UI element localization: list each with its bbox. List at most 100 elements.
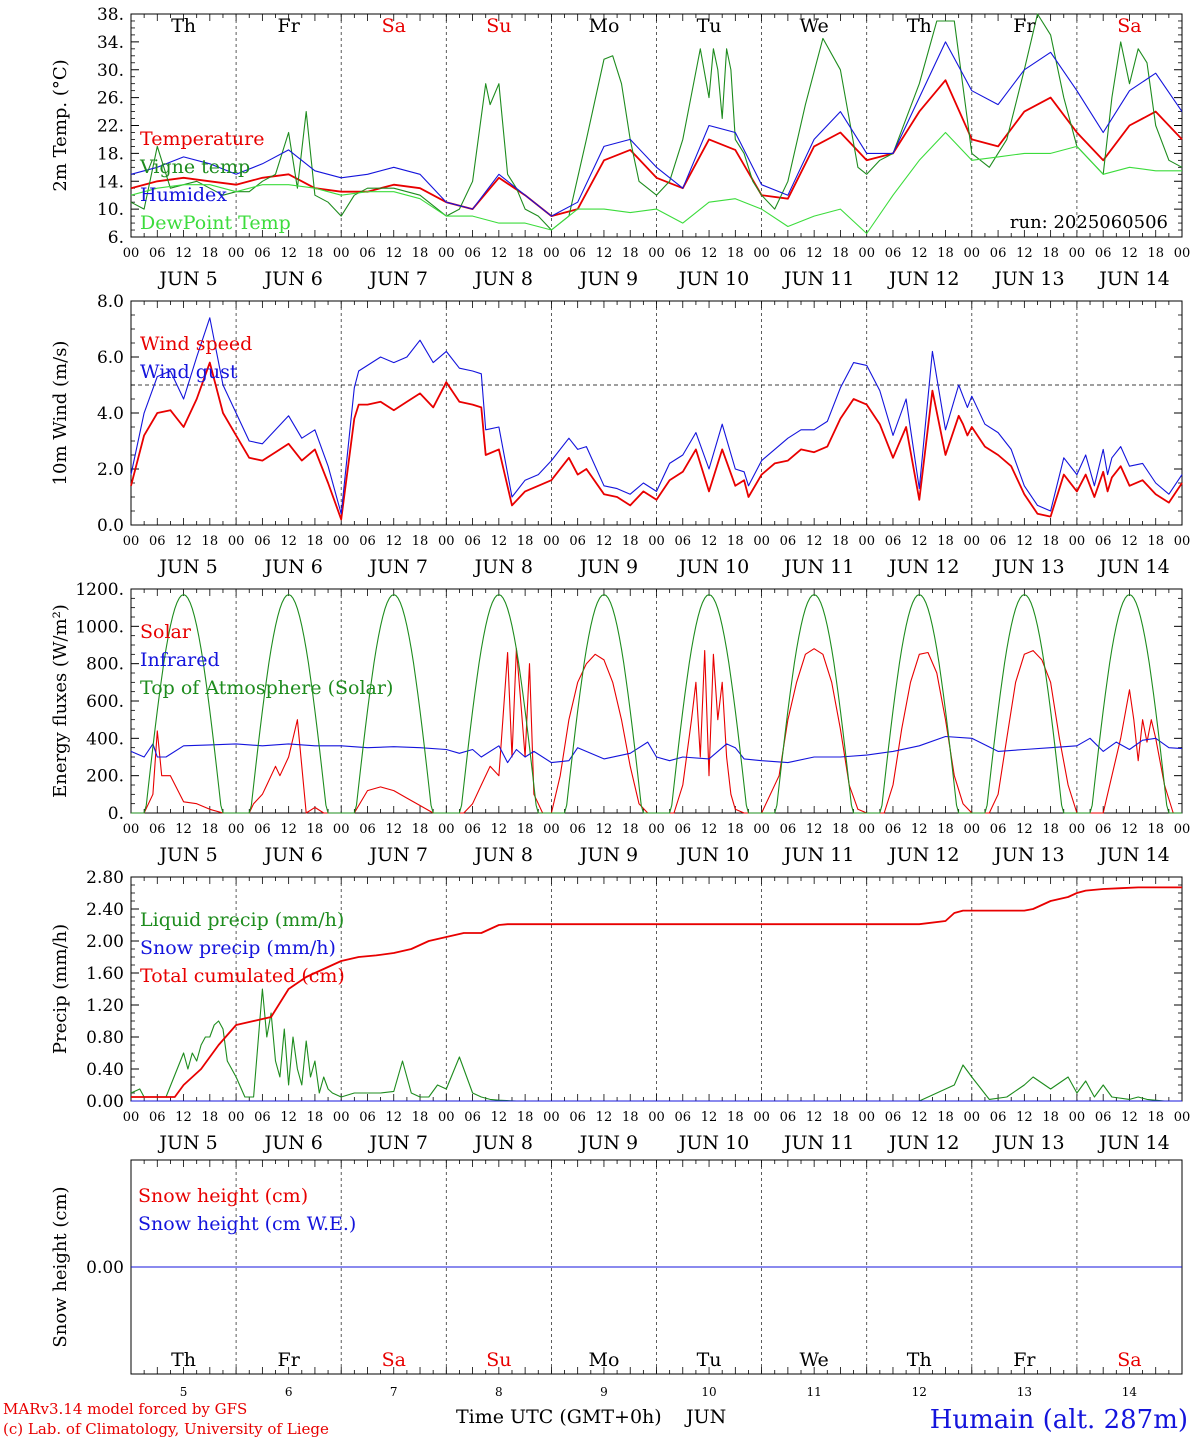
hour-label: 06 xyxy=(885,822,902,837)
hour-label: 00 xyxy=(648,1110,665,1125)
hour-label: 00 xyxy=(333,1110,350,1125)
temp-series-temperature xyxy=(130,79,1183,218)
hour-label: 00 xyxy=(543,246,560,261)
hour-label: 18 xyxy=(622,534,639,549)
hour-label: 12 xyxy=(385,822,402,837)
hour-label: 12 xyxy=(701,246,718,261)
hour-label: 12 xyxy=(280,534,297,549)
hour-label: 06 xyxy=(885,246,902,261)
hour-label: 12 xyxy=(175,534,192,549)
run-label: run: 2025060506 xyxy=(1010,212,1168,233)
hour-label: 12 xyxy=(596,822,613,837)
y-tick-label: 0.80 xyxy=(86,1028,124,1048)
hour-label: 18 xyxy=(1042,246,1059,261)
credit-model: MARv3.14 model forced by GFS xyxy=(3,1400,247,1418)
x-axis-month: JUN xyxy=(684,1406,726,1428)
date-label: JUN 8 xyxy=(473,556,533,578)
energy-y-axis-label: Energy fluxes (W/m²) xyxy=(50,604,71,798)
hour-label: 06 xyxy=(254,246,271,261)
hour-label: 00 xyxy=(333,822,350,837)
hour-label: 18 xyxy=(1147,246,1164,261)
hour-label: 12 xyxy=(1121,246,1138,261)
date-label: JUN 9 xyxy=(578,1132,638,1154)
hour-label: 00 xyxy=(1069,534,1086,549)
hour-label: 06 xyxy=(569,1110,586,1125)
y-tick-label: 18. xyxy=(97,144,124,164)
hour-label: 00 xyxy=(228,1110,245,1125)
y-tick-label: 1000. xyxy=(75,617,124,637)
date-label: JUN 6 xyxy=(262,268,322,290)
legend-entry: Temperature xyxy=(140,128,264,150)
hour-label: 18 xyxy=(307,1110,324,1125)
y-tick-label: 0.00 xyxy=(86,1092,124,1112)
y-tick-label: 1.60 xyxy=(86,964,124,984)
hour-label: 12 xyxy=(280,1110,297,1125)
hour-label: 06 xyxy=(675,246,692,261)
y-tick-label: 0.00 xyxy=(86,1258,124,1278)
hour-label: 12 xyxy=(1121,822,1138,837)
date-label: JUN 13 xyxy=(992,556,1064,578)
snow-y-axis-label: Snow height (cm) xyxy=(50,1186,71,1347)
hour-label: 18 xyxy=(832,246,849,261)
date-label: JUN 11 xyxy=(782,268,854,290)
day-of-week-label: Fr xyxy=(1013,15,1036,37)
y-tick-label: 2.40 xyxy=(86,900,124,920)
hour-label: 00 xyxy=(648,246,665,261)
hour-label: 12 xyxy=(911,246,928,261)
hour-label: 00 xyxy=(858,534,875,549)
hour-label: 00 xyxy=(753,822,770,837)
wind-series-wind-gust xyxy=(130,317,1183,515)
hour-label: 18 xyxy=(832,534,849,549)
day-of-week-label: Sa xyxy=(1117,15,1141,37)
hour-label: 06 xyxy=(149,246,166,261)
day-of-week-label: Th xyxy=(907,15,932,37)
hour-label: 12 xyxy=(1016,246,1033,261)
hour-label: 00 xyxy=(438,822,455,837)
hour-label: 00 xyxy=(753,246,770,261)
hour-label: 06 xyxy=(885,1110,902,1125)
hour-label: 06 xyxy=(464,534,481,549)
hour-label: 18 xyxy=(937,534,954,549)
date-label: JUN 9 xyxy=(578,556,638,578)
hour-label: 00 xyxy=(964,1110,981,1125)
hour-label: 00 xyxy=(1174,822,1191,837)
hour-label: 12 xyxy=(1016,1110,1033,1125)
hour-label: 00 xyxy=(123,246,140,261)
snow-panel: 0.00 Snow height (cm) Snow height (cm) Snow… xyxy=(50,1159,1183,1399)
hour-label: 00 xyxy=(648,822,665,837)
date-label: JUN 6 xyxy=(262,844,322,866)
day-number-label: 6 xyxy=(285,1385,293,1399)
y-tick-label: 0. xyxy=(108,804,124,824)
hour-label: 06 xyxy=(359,534,376,549)
hour-label: 18 xyxy=(622,1110,639,1125)
day-of-week-label: Sa xyxy=(382,15,406,37)
hour-label: 12 xyxy=(806,1110,823,1125)
day-of-week-label: Fr xyxy=(278,15,301,37)
hour-label: 06 xyxy=(149,534,166,549)
day-of-week-label: Sa xyxy=(1117,1349,1141,1371)
hour-label: 18 xyxy=(937,822,954,837)
day-number-label: 10 xyxy=(701,1385,716,1399)
hour-label: 06 xyxy=(464,246,481,261)
hour-label: 18 xyxy=(202,1110,219,1125)
hour-label: 06 xyxy=(149,822,166,837)
hour-label: 06 xyxy=(675,1110,692,1125)
hour-label: 00 xyxy=(964,822,981,837)
date-label: JUN 7 xyxy=(368,268,428,290)
y-tick-label: 800. xyxy=(86,655,124,675)
legend-entry: DewPoint Temp xyxy=(140,212,291,234)
hour-label: 06 xyxy=(780,246,797,261)
hour-label: 12 xyxy=(806,534,823,549)
hour-label: 12 xyxy=(806,246,823,261)
legend-entry: Snow height (cm W.E.) xyxy=(138,1213,356,1235)
precip-series-liquid-precip-mm-h xyxy=(130,988,1182,1102)
date-label: JUN 8 xyxy=(473,1132,533,1154)
hour-label: 18 xyxy=(517,822,534,837)
hour-label: 00 xyxy=(123,822,140,837)
hour-label: 12 xyxy=(701,534,718,549)
y-tick-label: 34. xyxy=(97,33,124,53)
hour-label: 18 xyxy=(727,822,744,837)
hour-label: 18 xyxy=(412,534,429,549)
energy-series-top-of-atmosphere-solar xyxy=(131,594,1182,814)
hour-label: 18 xyxy=(517,1110,534,1125)
